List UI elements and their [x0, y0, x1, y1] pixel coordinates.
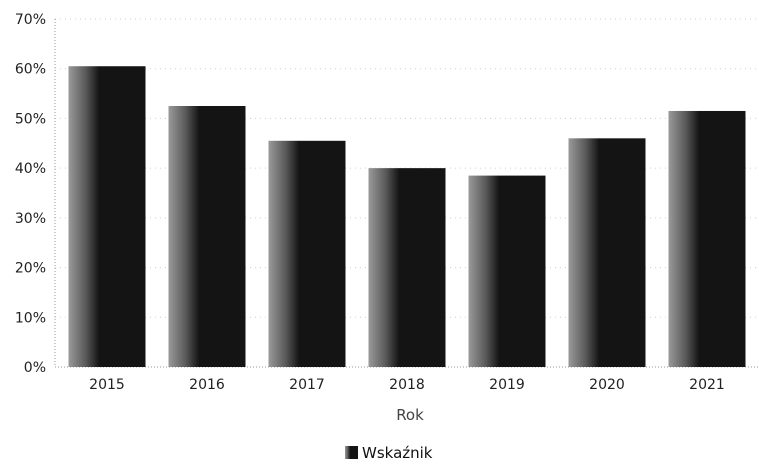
- x-axis-title: Rok: [396, 406, 424, 424]
- bar-2016: [168, 106, 246, 367]
- y-tick-labels: 0% 10% 20% 30% 40% 50% 60% 70%: [15, 12, 46, 376]
- y-tick-label: 40%: [15, 161, 46, 177]
- bar-2017: [268, 140, 346, 367]
- x-tick-label: 2020: [589, 377, 625, 393]
- legend-swatch: [345, 446, 358, 459]
- x-tick-labels: 2015 2016 2017 2018 2019 2020 2021: [89, 377, 725, 393]
- bar-2015: [68, 66, 146, 367]
- y-tick-label: 10%: [15, 310, 46, 326]
- bar-2020: [568, 138, 646, 367]
- bar-2018: [368, 168, 446, 367]
- bars-layer: [68, 66, 746, 367]
- y-tick-label: 60%: [15, 62, 46, 78]
- y-tick-label: 70%: [15, 12, 46, 28]
- y-tick-label: 50%: [15, 111, 46, 127]
- x-tick-label: 2019: [489, 377, 525, 393]
- legend-label: Wskaźnik: [362, 444, 433, 462]
- x-tick-label: 2021: [689, 377, 725, 393]
- legend: Wskaźnik: [345, 444, 433, 462]
- x-tick-label: 2016: [189, 377, 225, 393]
- x-tick-label: 2017: [289, 377, 325, 393]
- y-tick-label: 20%: [15, 261, 46, 277]
- bar-2021: [668, 110, 746, 367]
- bar-2019: [468, 175, 546, 367]
- y-tick-label: 30%: [15, 211, 46, 227]
- y-tick-label: 0%: [24, 360, 46, 376]
- x-tick-label: 2018: [389, 377, 425, 393]
- x-tick-label: 2015: [89, 377, 125, 393]
